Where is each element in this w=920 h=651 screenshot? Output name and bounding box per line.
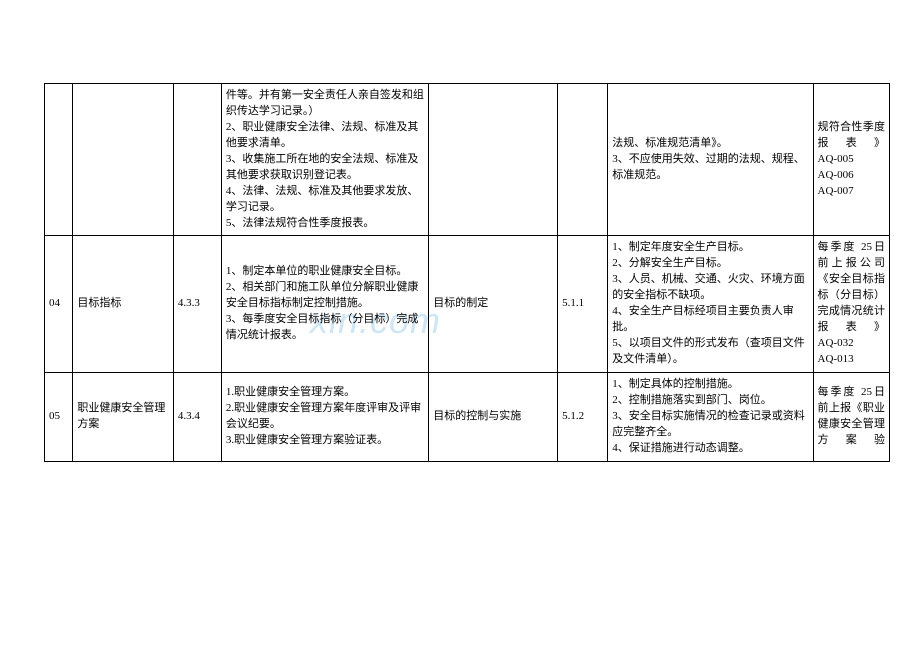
cell-clause-b <box>558 84 608 236</box>
cell-clause-a: 4.3.3 <box>173 236 221 373</box>
table-row: 04 目标指标 4.3.3 1、制定本单位的职业健康安全目标。 2、相关部门和施… <box>45 236 890 373</box>
cell-mid: 目标的控制与实施 <box>429 372 558 461</box>
cell-seq <box>45 84 73 236</box>
cell-clause-a <box>173 84 221 236</box>
cell-name: 目标指标 <box>73 236 173 373</box>
cell-content-a: 1.职业健康安全管理方案。 2.职业健康安全管理方案年度评审及评审会议纪要。 3… <box>221 372 428 461</box>
cell-clause-b: 5.1.2 <box>558 372 608 461</box>
cell-content-a: 件等。并有第一安全责任人亲自签发和组织传达学习记录。） 2、职业健康安全法律、法… <box>221 84 428 236</box>
cell-content-b: 法规、标准规范清单》。 3、不应使用失效、过期的法规、规程、标准规范。 <box>608 84 813 236</box>
main-table: 件等。并有第一安全责任人亲自签发和组织传达学习记录。） 2、职业健康安全法律、法… <box>44 83 890 462</box>
cell-content-a: 1、制定本单位的职业健康安全目标。 2、相关部门和施工队单位分解职业健康安全目标… <box>221 236 428 373</box>
cell-note: 规符合性季度报表》 AQ-005 AQ-006 AQ-007 <box>813 84 889 236</box>
cell-seq: 05 <box>45 372 73 461</box>
cell-clause-a: 4.3.4 <box>173 372 221 461</box>
cell-seq: 04 <box>45 236 73 373</box>
cell-clause-b: 5.1.1 <box>558 236 608 373</box>
cell-note: 每季度 25日前上报《职业健康安全管理方案验 <box>813 372 889 461</box>
cell-mid: 目标的制定 <box>429 236 558 373</box>
table-row: 05 职业健康安全管理方案 4.3.4 1.职业健康安全管理方案。 2.职业健康… <box>45 372 890 461</box>
cell-note: 每季度 25日前上报公司《安全目标指标（分目标）完成情况统计报表》 AQ-032… <box>813 236 889 373</box>
table-row: 件等。并有第一安全责任人亲自签发和组织传达学习记录。） 2、职业健康安全法律、法… <box>45 84 890 236</box>
cell-content-b: 1、制定具体的控制措施。 2、控制措施落实到部门、岗位。 3、安全目标实施情况的… <box>608 372 813 461</box>
cell-name: 职业健康安全管理方案 <box>73 372 173 461</box>
page-container: xin.com 件等。并有第一安全责任人亲自签发和组织传达学习记录。） 2、职业… <box>0 0 920 651</box>
cell-name <box>73 84 173 236</box>
cell-content-b: 1、制定年度安全生产目标。 2、分解安全生产目标。 3、人员、机械、交通、火灾、… <box>608 236 813 373</box>
cell-mid <box>429 84 558 236</box>
